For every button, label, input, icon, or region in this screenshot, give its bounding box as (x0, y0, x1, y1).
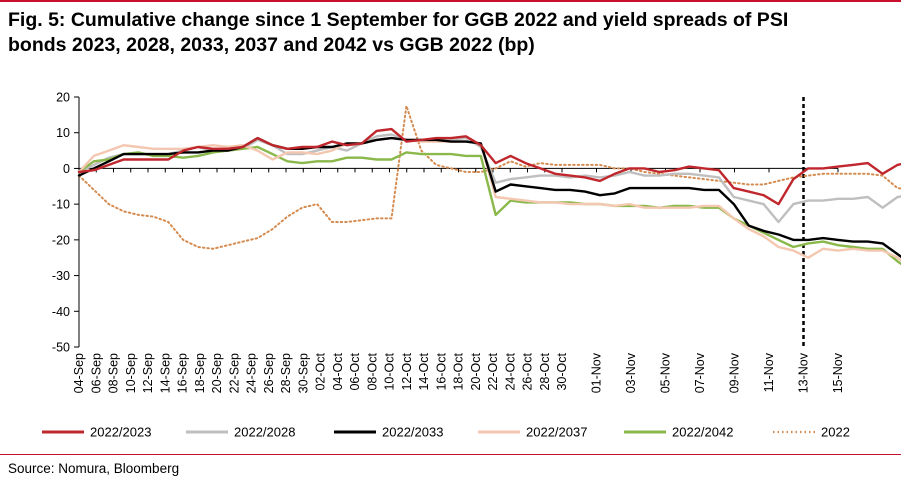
x-tick-label: 10-Oct (383, 352, 397, 390)
x-tick-label: 24-Oct (503, 352, 517, 390)
x-tick-label: 13-Nov (797, 352, 811, 393)
figure-title-line-2: bonds 2023, 2028, 2033, 2037 and 2042 vs… (8, 34, 535, 56)
figure-title-line-1: Fig. 5: Cumulative change since 1 Septem… (8, 9, 789, 31)
legend-label-2022-2037: 2022/2037 (526, 425, 587, 440)
x-tick-label: 24-Sep (245, 353, 259, 393)
x-tick-label: 04-Sep (72, 353, 86, 393)
legend-label-2022: 2022 (821, 425, 850, 440)
y-tick-label: 20 (56, 91, 70, 105)
x-tick-label: 01-Nov (590, 352, 604, 393)
x-tick-label: 18-Oct (452, 352, 466, 390)
series-line-2022 (78, 104, 901, 250)
x-tick-label: 26-Oct (521, 352, 535, 390)
bottom-rule (0, 454, 901, 455)
x-tick-label: 22-Sep (227, 353, 241, 393)
legend-label-2022-2028: 2022/2028 (234, 425, 295, 440)
series-line-2022-2028 (77, 133, 901, 224)
x-tick-label: 16-Sep (176, 353, 190, 393)
x-tick-label: 12-Sep (141, 353, 155, 393)
source-note: Source: Nomura, Bloomberg (8, 461, 180, 476)
series-line-2022-2042 (77, 145, 901, 266)
x-tick-label: 03-Nov (624, 352, 638, 393)
series-line-2022-2023 (77, 127, 901, 206)
x-tick-label: 30-Sep (296, 353, 310, 393)
x-tick-label: 20-Sep (210, 353, 224, 393)
x-tick-label: 30-Oct (555, 352, 569, 390)
x-tick-label: 16-Oct (434, 352, 448, 390)
x-tick-label: 02-Oct (314, 352, 328, 390)
x-tick-label: 11-Nov (762, 352, 776, 392)
y-tick-label: -10 (52, 198, 70, 212)
y-tick-label: 10 (56, 126, 70, 140)
y-tick-label: -50 (52, 341, 70, 355)
x-tick-label: 06-Oct (348, 352, 362, 390)
y-tick-label: -40 (52, 305, 70, 319)
x-tick-label: 06-Sep (89, 353, 103, 393)
x-tick-label: 12-Oct (400, 352, 414, 390)
legend-label-2022-2033: 2022/2033 (382, 425, 443, 440)
x-tick-label: 05-Nov (659, 352, 673, 393)
x-tick-label: 15-Nov (831, 352, 845, 393)
x-tick-label: 18-Sep (193, 353, 207, 393)
top-rule (0, 0, 901, 2)
x-tick-label: 14-Sep (158, 353, 172, 393)
x-tick-label: 08-Sep (107, 353, 121, 393)
y-tick-label: -30 (52, 269, 70, 283)
legend-label-2022-2042: 2022/2042 (672, 425, 733, 440)
series-line-2022-2037 (77, 136, 901, 262)
x-tick-label: 10-Sep (124, 353, 138, 393)
x-tick-label: 20-Oct (469, 352, 483, 390)
series-line-2022-2033 (77, 136, 901, 259)
x-tick-label: 22-Oct (486, 352, 500, 390)
legend-label-2022-2023: 2022/2023 (90, 425, 151, 440)
x-tick-label: 28-Oct (538, 352, 552, 390)
y-tick-label: -20 (52, 233, 70, 247)
x-tick-label: 08-Oct (365, 352, 379, 390)
x-tick-label: 07-Nov (693, 352, 707, 393)
y-tick-label: 0 (63, 162, 70, 176)
x-tick-label: 28-Sep (279, 353, 293, 393)
x-tick-label: 09-Nov (728, 352, 742, 393)
x-tick-label: 14-Oct (417, 352, 431, 390)
x-tick-label: 04-Oct (331, 352, 345, 390)
x-tick-label: 26-Sep (262, 353, 276, 393)
figure-title: Fig. 5: Cumulative change since 1 Septem… (8, 8, 893, 58)
